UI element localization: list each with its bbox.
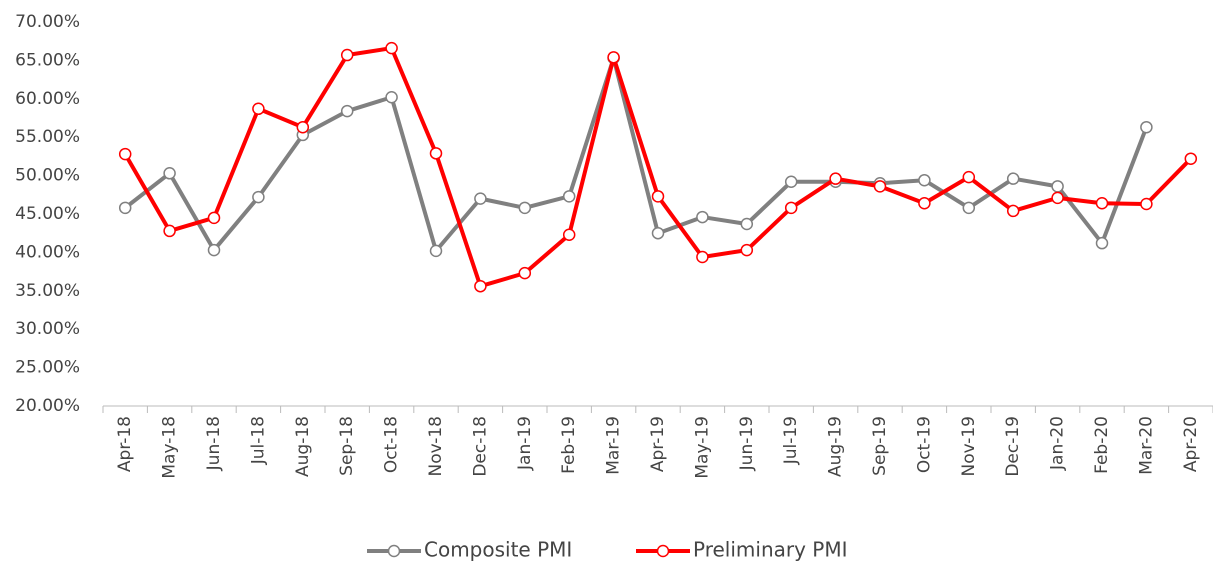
point (1184, 152, 1198, 165)
x-tick-label: Oct-19 (914, 416, 934, 473)
y-tick-label: 20.00% (15, 396, 80, 416)
legend-marker (387, 544, 401, 558)
point (385, 91, 398, 104)
x-tick-label: Dec-19 (1003, 416, 1023, 477)
x-tick-label: Jan-19 (515, 416, 535, 471)
point (340, 48, 354, 62)
x-tick-label: Mar-20 (1136, 416, 1156, 475)
point (607, 51, 620, 64)
x-tick-label: May-19 (692, 416, 712, 479)
series-line (123, 56, 1149, 253)
point (385, 41, 398, 55)
point (163, 224, 176, 238)
point (562, 228, 576, 241)
y-tick-label: 50.00% (15, 166, 80, 186)
x-tick-label: Jun-19 (737, 416, 757, 471)
series-line (123, 46, 1193, 289)
point (651, 190, 665, 203)
x-tick-label: Nov-18 (426, 416, 446, 477)
point (562, 190, 576, 203)
point (1095, 196, 1109, 210)
point (740, 243, 754, 257)
x-tick-label: Apr-20 (1181, 416, 1201, 472)
point (429, 147, 443, 160)
point (296, 120, 310, 134)
x-tick-label: Sep-18 (337, 416, 357, 476)
point (1095, 236, 1109, 250)
x-tick-label: Nov-19 (959, 416, 979, 477)
point (518, 201, 532, 215)
point (962, 170, 976, 184)
point (1051, 191, 1064, 205)
y-tick-label: 55.00% (15, 127, 80, 147)
point (474, 192, 487, 205)
point (1006, 204, 1020, 218)
y-tick-label: 25.00% (15, 358, 80, 378)
point (873, 180, 887, 193)
point (252, 190, 265, 204)
point (696, 210, 709, 224)
point (518, 266, 532, 280)
x-tick-label: Feb-20 (1092, 416, 1112, 474)
x-tick-label: Oct-18 (382, 416, 402, 473)
x-tick-label: Jul-19 (781, 416, 801, 465)
point (118, 201, 132, 215)
point (474, 279, 487, 293)
point (962, 201, 976, 215)
point (784, 175, 798, 188)
x-tick-label: Aug-19 (826, 416, 846, 477)
x-tick-label: Apr-19 (648, 416, 668, 472)
point (918, 173, 931, 187)
y-tick-label: 70.00% (15, 12, 80, 32)
y-tick-label: 60.00% (15, 89, 80, 109)
point (740, 217, 754, 231)
point (252, 102, 265, 116)
x-tick-label: Jan-20 (1048, 416, 1068, 471)
point (207, 211, 221, 225)
y-tick-label: 65.00% (15, 50, 80, 70)
point (207, 243, 221, 257)
legend-marker (656, 544, 670, 558)
point (1140, 120, 1153, 134)
point (918, 196, 931, 210)
point (1006, 172, 1020, 185)
point (829, 172, 842, 185)
x-tick-label: Mar-19 (604, 416, 624, 475)
point (696, 250, 709, 264)
point (784, 201, 798, 215)
y-tick-label: 35.00% (15, 281, 80, 301)
y-tick-label: 40.00% (15, 242, 80, 262)
point (340, 104, 354, 118)
point (1051, 180, 1064, 193)
x-tick-label: Jun-18 (204, 416, 224, 471)
x-tick-label: Feb-19 (559, 416, 579, 474)
point (651, 226, 665, 240)
x-tick-label: May-18 (160, 416, 180, 479)
point (118, 147, 132, 161)
point (429, 244, 443, 258)
x-tick-label: Sep-19 (870, 416, 890, 476)
x-tick-label: Dec-18 (470, 416, 490, 477)
legend-label: Preliminary PMI (693, 538, 848, 562)
y-tick-label: 30.00% (15, 319, 80, 339)
x-tick-label: Jul-18 (248, 416, 268, 465)
y-tick-label: 45.00% (15, 204, 80, 224)
point (163, 167, 176, 180)
legend-label: Composite PMI (424, 538, 572, 562)
x-tick-label: Apr-18 (115, 416, 135, 472)
point (1140, 197, 1153, 211)
x-tick-label: Aug-18 (293, 416, 313, 477)
